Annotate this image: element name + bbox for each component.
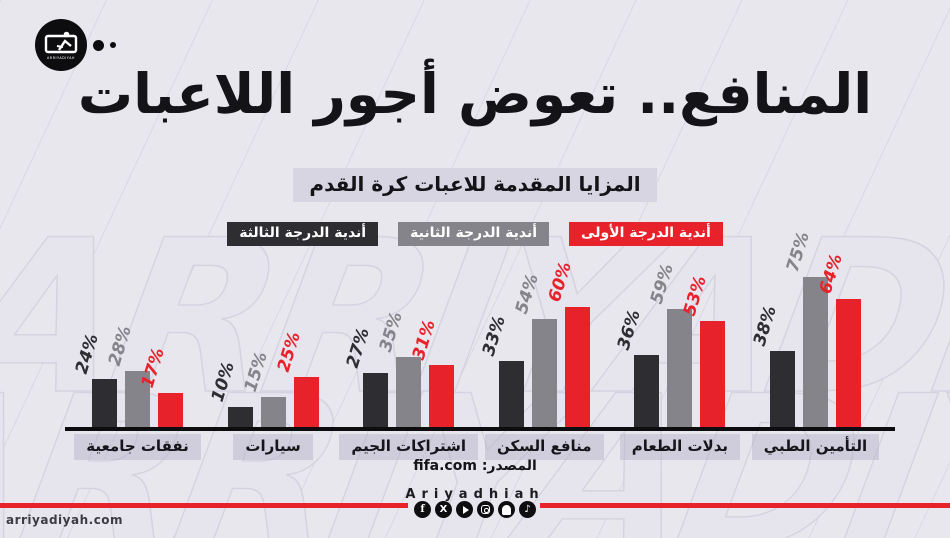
- social-icons: f X ♪: [0, 501, 950, 518]
- bar-value-label: 35%: [376, 309, 408, 355]
- bar: 60%: [545, 260, 590, 427]
- bar: 28%: [105, 324, 150, 427]
- logo-dot-icon: [93, 39, 104, 51]
- chart-subtitle: المزايا المقدمة للاعبات كرة القدم: [293, 168, 657, 202]
- bar: 10%: [207, 360, 253, 427]
- legend-item-first-division: أندية الدرجة الأولى: [569, 222, 723, 246]
- bar-value-label: 54%: [511, 271, 543, 317]
- bar: 64%: [816, 252, 861, 427]
- category-label: منافع السكن: [484, 434, 604, 460]
- bar: 17%: [138, 346, 183, 427]
- bar-value-label: 60%: [544, 259, 576, 305]
- page-title: المنافع.. تعوض أجور اللاعبات: [77, 62, 873, 126]
- bar: 54%: [512, 272, 557, 427]
- x-icon[interactable]: X: [435, 501, 452, 518]
- category-label: اشتراكات الجيم: [339, 434, 478, 460]
- bar: 59%: [647, 262, 693, 427]
- bar-value-label: 31%: [409, 317, 441, 363]
- youtube-icon[interactable]: [456, 501, 473, 518]
- category-label: سيارات: [233, 434, 313, 460]
- bar-group: 24% 28% 17% نفقات جامعية: [72, 267, 201, 460]
- category-label: التأمين الطبي: [751, 434, 880, 460]
- bar: 53%: [680, 274, 726, 427]
- tiktok-icon[interactable]: ♪: [519, 501, 536, 518]
- bar-value-label: 64%: [815, 251, 847, 297]
- bar-value-label: 25%: [273, 329, 305, 375]
- bar: 31%: [409, 318, 455, 427]
- instagram-icon[interactable]: [477, 501, 494, 518]
- site-url[interactable]: arriyadiyah.com: [6, 513, 124, 527]
- bar-value-label: 10%: [207, 359, 239, 405]
- source-label: المصدر:: [481, 458, 537, 474]
- legend-item-third-division: أندية الدرجة الثالثة: [227, 222, 379, 246]
- svg-text:ARRIYADIYAH: ARRIYADIYAH: [47, 56, 75, 60]
- bar-value-label: 53%: [680, 273, 712, 319]
- bar: 15%: [240, 350, 286, 427]
- arriyadiyah-logo-icon: ARRIYADIYAH: [35, 19, 87, 71]
- bar: 33%: [479, 314, 524, 427]
- bar-value-label: 59%: [647, 261, 679, 307]
- bar: 38%: [750, 304, 795, 427]
- bar-group: 36% 59% 53% بدلات الطعام: [614, 262, 740, 460]
- source-line: المصدر: fifa.com: [0, 458, 950, 474]
- bar: 24%: [72, 332, 117, 427]
- bar-value-label: 15%: [240, 349, 272, 395]
- footer-accent-bar: [540, 503, 950, 508]
- bar-value-label: 28%: [104, 323, 136, 369]
- footer-accent-bar: [0, 503, 408, 508]
- bar-value-label: 36%: [614, 307, 646, 353]
- chart-baseline: [65, 427, 895, 431]
- facebook-icon[interactable]: f: [414, 501, 431, 518]
- logo-dot-icon: [110, 42, 116, 48]
- bar-group: 10% 15% 25% سيارات: [207, 267, 319, 460]
- bar: 27%: [343, 326, 389, 427]
- category-label: نفقات جامعية: [74, 434, 201, 460]
- bar: 75%: [783, 230, 828, 427]
- bar-group: 27% 35% 31% اشتراكات الجيم: [339, 267, 478, 460]
- bar: 35%: [376, 310, 422, 427]
- bar-value-label: 33%: [478, 313, 510, 359]
- snapchat-icon[interactable]: [498, 501, 515, 518]
- bar-value-label: 24%: [71, 331, 103, 377]
- bar-chart: 24% 28% 17% نفقات جامعية 10% 15% 25% سيارات 27% 3…: [72, 230, 880, 460]
- bar-value-label: 17%: [137, 345, 169, 391]
- bar-group: 38% 75% 64% التأمين الطبي: [750, 230, 880, 460]
- chart-legend: أندية الدرجة الأولى أندية الدرجة الثانية…: [0, 222, 950, 246]
- bar-value-label: 27%: [343, 325, 375, 371]
- category-label: بدلات الطعام: [619, 434, 740, 460]
- legend-item-second-division: أندية الدرجة الثانية: [398, 222, 550, 246]
- footer-brand: Ariyadhiah: [405, 487, 545, 502]
- bar: 25%: [273, 330, 319, 427]
- bar-value-label: 38%: [749, 303, 781, 349]
- brand-logo: ARRIYADIYAH: [35, 19, 116, 71]
- source-value: fifa.com: [413, 458, 477, 474]
- bar: 36%: [614, 308, 660, 427]
- bar-group: 33% 54% 60% منافع السكن: [479, 260, 604, 460]
